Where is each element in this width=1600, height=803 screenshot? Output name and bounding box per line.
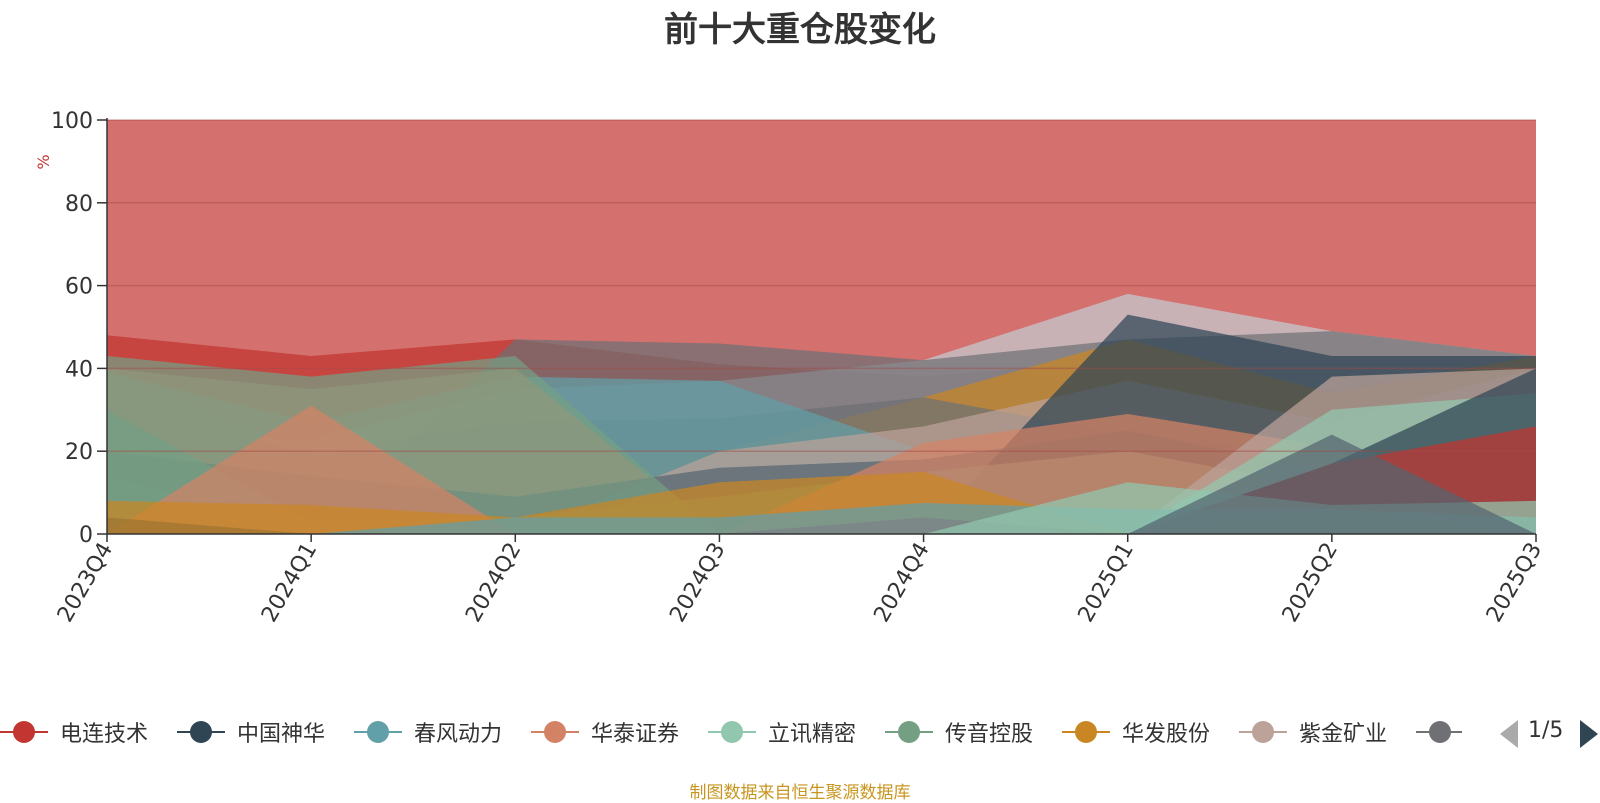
- x-tick-label: 2024Q2: [461, 539, 526, 627]
- legend-label: 中国神华: [237, 722, 326, 747]
- legend-marker-icon: [1062, 717, 1110, 747]
- series-areas: [107, 120, 1536, 534]
- legend-item-华泰证券[interactable]: 华泰证券: [531, 712, 679, 752]
- y-tick-label: 100: [51, 109, 93, 134]
- chart-title: 前十大重仓股变化: [664, 10, 936, 50]
- x-tick-label: 2024Q1: [257, 539, 322, 627]
- legend-label: 立讯精密: [768, 722, 857, 747]
- y-axis-label: %: [34, 154, 53, 169]
- x-tick-label: 2025Q2: [1278, 539, 1343, 627]
- legend-item-海[interactable]: 海: [1416, 712, 1462, 752]
- legend-label: 传音控股: [945, 722, 1034, 747]
- legend-marker-icon: [531, 717, 579, 747]
- legend-marker-icon: [885, 717, 933, 747]
- x-axis-ticks: 2023Q4 2024Q1 2024Q2 2024Q3 2024Q4 2025Q1 2025…: [53, 534, 1547, 627]
- legend-marker-icon: [1239, 717, 1287, 747]
- y-axis-ticks: 0 20 40 60 80 100: [51, 109, 107, 548]
- legend-item-紫金矿业[interactable]: 紫金矿业: [1239, 712, 1387, 752]
- legend-label: 华泰证券: [591, 722, 680, 747]
- legend-prev-page-button[interactable]: [1500, 720, 1518, 748]
- source-note: 制图数据来自恒生聚源数据库: [689, 783, 911, 803]
- legend-label: 电连技术: [60, 722, 149, 747]
- legend-item-春风动力[interactable]: 春风动力: [354, 712, 502, 752]
- legend-items: 电连技术 中国神华 春风动力 华泰证券 立讯精密 传音控股 华发股份 紫金矿业 海: [0, 712, 1462, 752]
- y-tick-label: 20: [65, 440, 93, 465]
- legend-page-info: 1/5: [1528, 718, 1564, 743]
- legend-marker-icon: [1416, 717, 1462, 747]
- legend-item-中国神华[interactable]: 中国神华: [177, 712, 325, 752]
- legend-item-立讯精密[interactable]: 立讯精密: [708, 712, 856, 752]
- legend-label: 紫金矿业: [1299, 722, 1388, 747]
- legend-marker-icon: [177, 717, 225, 747]
- y-tick-label: 60: [65, 275, 93, 300]
- y-tick-label: 80: [65, 192, 93, 217]
- x-tick-label: 2024Q3: [665, 539, 730, 627]
- legend-item-华发股份[interactable]: 华发股份: [1062, 712, 1210, 752]
- legend-label: 春风动力: [414, 722, 503, 747]
- legend: 电连技术 中国神华 春风动力 华泰证券 立讯精密 传音控股 华发股份 紫金矿业 海 1/5: [0, 712, 1600, 752]
- x-tick-label: 2024Q4: [869, 539, 934, 627]
- legend-item-传音控股[interactable]: 传音控股: [885, 712, 1033, 752]
- area-华发股份[interactable]: [107, 471, 1536, 534]
- legend-marker-icon: [708, 717, 756, 747]
- y-tick-label: 0: [79, 523, 93, 548]
- x-tick-label: 2023Q4: [53, 539, 118, 627]
- area-中国平安[interactable]: [107, 355, 1536, 534]
- y-gridlines: [107, 119, 1536, 452]
- x-tick-label: 2025Q3: [1482, 539, 1547, 627]
- legend-label: 华发股份: [1122, 722, 1211, 747]
- legend-item-电连技术[interactable]: 电连技术: [0, 712, 148, 752]
- y-tick-label: 40: [65, 357, 93, 382]
- area-工业富联[interactable]: [107, 434, 1536, 534]
- legend-marker-icon: [0, 717, 48, 747]
- legend-marker-icon: [354, 717, 402, 747]
- legend-next-page-button[interactable]: [1580, 720, 1598, 748]
- x-tick-label: 2025Q1: [1074, 539, 1139, 627]
